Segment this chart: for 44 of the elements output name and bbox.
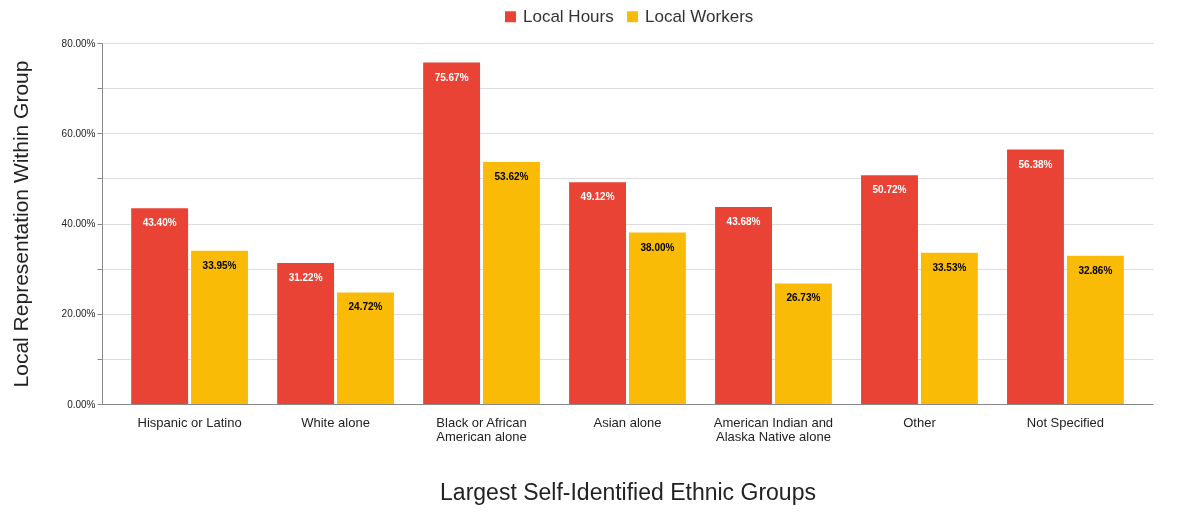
x-axis-title: Largest Self-Identified Ethnic Groups: [440, 478, 816, 505]
x-tick-label: American Indian and Alaska Native alone: [713, 414, 834, 444]
x-tick-label: White alone: [301, 414, 370, 430]
data-label: 26.73%: [786, 292, 821, 304]
bar: [277, 263, 335, 404]
bar: [629, 232, 686, 404]
x-tick-label: Asian alone: [593, 414, 662, 430]
legend-label: Local Workers: [645, 6, 754, 26]
bar: [569, 182, 626, 404]
x-tick-label: Black or African American alone: [436, 414, 527, 444]
bar: [131, 208, 189, 404]
bar: [1066, 255, 1124, 404]
data-label: 49.12%: [580, 191, 615, 203]
x-tick-label: Other: [903, 414, 937, 430]
legend-label: Local Hours: [523, 6, 614, 26]
y-tick-label: 80.00%: [61, 37, 96, 49]
bar: [1007, 149, 1064, 404]
y-tick-label: 20.00%: [61, 308, 96, 320]
bar: [920, 252, 978, 404]
data-label: 33.95%: [202, 259, 237, 271]
y-tick-label: 0.00%: [67, 398, 96, 410]
data-label: 56.38%: [1018, 158, 1053, 170]
y-tick-label: 40.00%: [61, 218, 96, 229]
data-label: 53.62%: [494, 171, 529, 183]
bar: [774, 283, 832, 404]
data-label: 50.72%: [872, 184, 907, 196]
x-tick-label: Not Specified: [1026, 414, 1105, 430]
bar: [861, 175, 918, 404]
bar: [423, 62, 481, 404]
bar: [483, 162, 540, 404]
data-label: 31.22%: [288, 272, 323, 284]
bar: [337, 292, 394, 404]
data-label: 24.72%: [348, 301, 383, 313]
y-tick-label: 60.00%: [61, 127, 96, 139]
bar: [715, 206, 772, 404]
bar: [191, 250, 248, 404]
data-label: 33.53%: [932, 261, 967, 273]
data-label: 38.00%: [640, 241, 675, 253]
data-label: 43.40%: [142, 217, 177, 229]
x-tick-label: Hispanic or Latino: [137, 414, 242, 430]
data-label: 43.68%: [726, 215, 761, 227]
data-label: 32.86%: [1078, 264, 1113, 276]
y-axis-title: Local Representation Within Group: [8, 60, 32, 388]
data-label: 75.67%: [434, 71, 469, 83]
